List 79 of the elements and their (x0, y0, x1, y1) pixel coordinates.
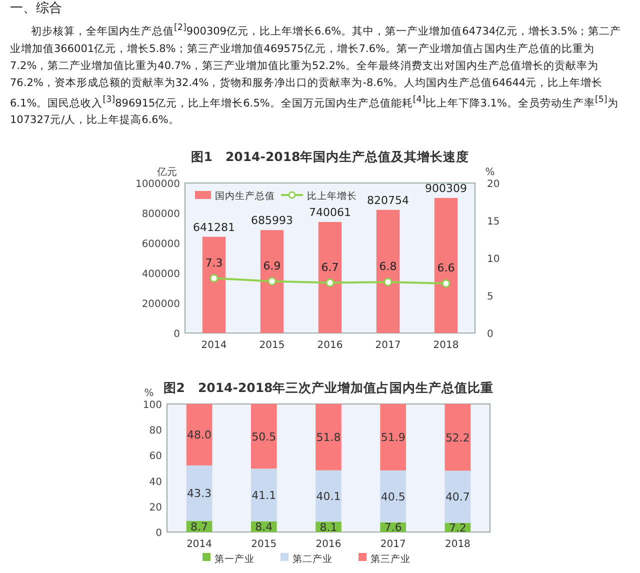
y-tick-label: 0 (174, 329, 180, 340)
y-tick-label: 200000 (142, 299, 180, 310)
data-label: 685993 (251, 214, 293, 228)
y2-tick-label: 10 (487, 254, 500, 265)
bar (186, 465, 212, 521)
x-tick-label: 2015 (259, 340, 285, 351)
chart-title: 图1 2014-2018年国内生产总值及其增长速度 (190, 149, 470, 164)
data-label: 52.2 (445, 431, 470, 444)
bar (250, 404, 277, 469)
data-label: 740061 (309, 206, 351, 219)
data-label: 40.5 (380, 490, 406, 504)
x-tick-label: 2016 (317, 340, 343, 351)
data-label: 51.9 (380, 431, 406, 444)
y-tick-label: 400000 (142, 269, 180, 280)
bar (202, 236, 226, 333)
y2-tick-label: 5 (487, 292, 494, 302)
bar (444, 404, 471, 471)
x-tick-label: 2018 (444, 539, 470, 550)
data-label: 8.7 (190, 520, 208, 534)
data-label: 900309 (425, 182, 467, 195)
bar (318, 222, 342, 333)
y-axis-title: % (144, 388, 154, 399)
legend-label: 国内生产总值 (215, 190, 275, 202)
y-tick-label: 80 (149, 426, 162, 437)
y-tick-label: 1000000 (135, 179, 180, 190)
text: 一、综合 (10, 0, 63, 18)
y2-tick-label: 20 (487, 179, 500, 190)
x-tick-label: 2017 (375, 340, 401, 351)
bar (380, 470, 406, 522)
y-tick-label: 20 (149, 502, 162, 514)
y2-tick-label: 0 (487, 329, 494, 340)
x-tick-label: 2018 (433, 340, 459, 351)
legend-label: 第一产业 (214, 553, 254, 565)
y-tick-label: 0 (156, 528, 162, 539)
y-tick-label: 600000 (142, 239, 180, 250)
data-label: 6.8 (379, 260, 397, 273)
data-label: 6.7 (321, 260, 339, 274)
data-label: 51.8 (316, 431, 341, 444)
y-axis-title: 亿元 (156, 167, 177, 178)
data-label: 43.3 (187, 487, 212, 500)
legend-label: 第三产业 (370, 553, 410, 565)
bar (316, 404, 342, 470)
data-label: 41.1 (252, 488, 276, 502)
data-label: 40.1 (316, 490, 341, 503)
data-label: 8.4 (255, 520, 273, 534)
legend-label: 第二产业 (292, 553, 332, 565)
y-tick-label: 60 (149, 451, 162, 462)
bar (380, 404, 406, 470)
x-tick-label: 2015 (251, 539, 277, 550)
data-label: 7.3 (205, 256, 223, 270)
x-tick-label: 2014 (186, 539, 212, 550)
data-label: 48.0 (187, 428, 212, 442)
y-tick-label: 100 (142, 400, 162, 411)
data-label: 6.9 (263, 259, 281, 272)
data-label: 6.6 (437, 262, 455, 274)
y-tick-label: 40 (149, 476, 162, 488)
data-label: 8.1 (320, 520, 338, 534)
bar (260, 230, 284, 333)
data-label: 7.6 (384, 521, 402, 534)
y-tick-label: 800000 (142, 209, 180, 220)
x-tick-label: 2017 (380, 539, 406, 550)
bar (250, 468, 277, 522)
data-label: 7.2 (448, 521, 466, 534)
x-tick-label: 2016 (316, 539, 342, 550)
data-label: 40.7 (445, 490, 470, 504)
bar (434, 198, 458, 333)
chart-title: 图2 2014-2018年三次产业增加值占国内生产总值比重 (163, 380, 494, 395)
x-tick-label: 2014 (201, 340, 227, 351)
data-label: 820754 (367, 194, 409, 207)
data-label: 641281 (193, 220, 235, 234)
data-label: 50.5 (252, 430, 276, 444)
bar (316, 470, 342, 522)
bar (444, 470, 471, 523)
bar (186, 404, 212, 466)
y2-tick-label: 15 (487, 216, 500, 228)
text: 初步核算，全年国内生产总值$^{[2]}$900309亿元，比上年增长6.6%。其中，第一产业增加值64734亿元，增长3.5%；第二产业增加值366001亿元，增长5.8%；第三产业增加值469575亿元，增长7.6%。第一产业增加值占国内生产总值的比重为7.2%，第二产业增加值比重为40.7%，第三产业增加值比重为52.2%。全年最终消费支出对国内生产总值增长的贡献率为76.2%，资本形成总额的贡献率为32.4%，货物和服务净出口的贡献率为-8.6%。人均国内生产总值64644元，比上年增长6.1%。国民总收入$^{[3]}$896915亿元，比上年增长6.5%。全国万元国内生产总值能耗$^{[4]}$比上年下降3.1%。全员劳动生产率$^{[5]}$为107327元/人，比上年提高6.6%。 (10, 23, 622, 126)
bar (376, 210, 400, 333)
y2-axis-title: % (485, 167, 495, 178)
legend-label: 比上年增长 (307, 190, 357, 202)
